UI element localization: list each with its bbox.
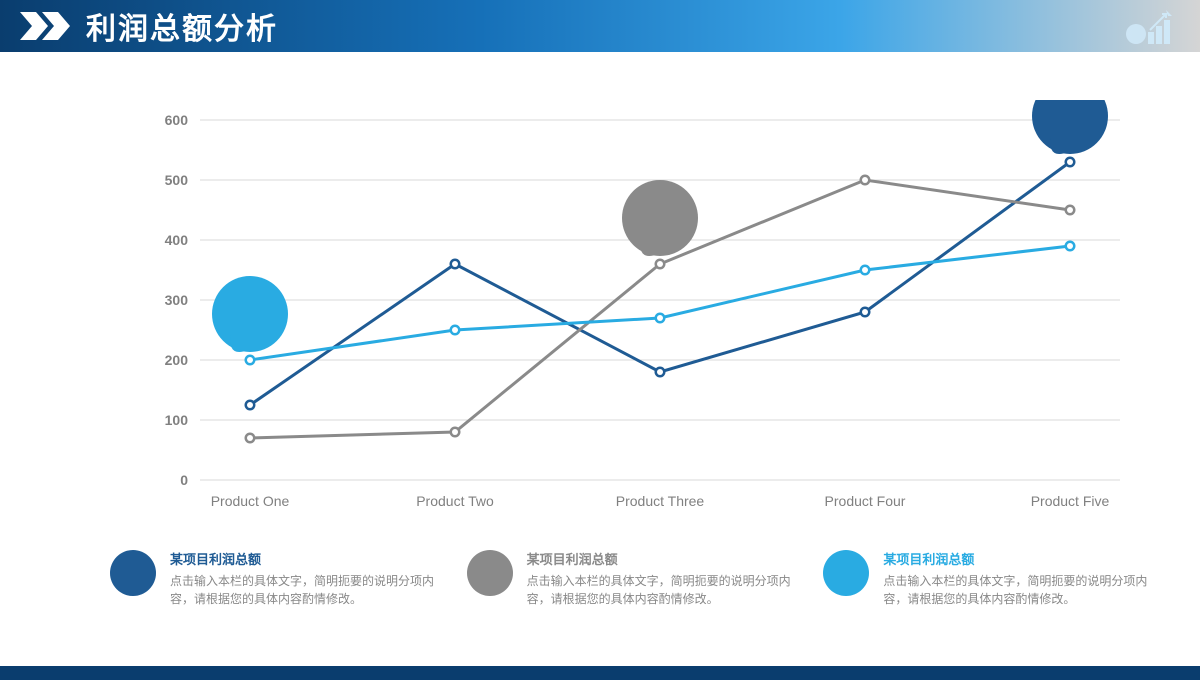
chevron-double-icon	[20, 12, 72, 40]
svg-text:600: 600	[165, 112, 189, 128]
legend-circle-icon	[110, 550, 156, 596]
legend-title: 某项目利润总额	[883, 550, 1160, 570]
legend-desc: 点击输入本栏的具体文字，简明扼要的说明分项内容，请根据您的具体内容酌情修改。	[170, 572, 447, 608]
legend-desc: 点击输入本栏的具体文字，简明扼要的说明分项内容，请根据您的具体内容酌情修改。	[527, 572, 804, 608]
svg-text:200: 200	[165, 352, 189, 368]
svg-text:100: 100	[165, 412, 189, 428]
svg-text:Product Five: Product Five	[1031, 493, 1110, 509]
legend-item: 某项目利润总额 点击输入本栏的具体文字，简明扼要的说明分项内容，请根据您的具体内…	[467, 550, 804, 608]
svg-text:400: 400	[165, 232, 189, 248]
svg-text:300: 300	[165, 292, 189, 308]
legend-title: 某项目利润总额	[527, 550, 804, 570]
svg-text:Product Two: Product Two	[416, 493, 494, 509]
legend-item: 某项目利润总额 点击输入本栏的具体文字，简明扼要的说明分项内容，请根据您的具体内…	[110, 550, 447, 608]
svg-text:Product Three: Product Three	[616, 493, 705, 509]
legend-row: 某项目利润总额 点击输入本栏的具体文字，简明扼要的说明分项内容，请根据您的具体内…	[110, 550, 1160, 608]
legend-item: 某项目利润总额 点击输入本栏的具体文字，简明扼要的说明分项内容，请根据您的具体内…	[823, 550, 1160, 608]
legend-circle-icon	[823, 550, 869, 596]
legend-title: 某项目利润总额	[170, 550, 447, 570]
line-chart: 0 100 200 300 400 500 600 Product One Product Tw…	[140, 100, 1140, 520]
legend-circle-icon	[467, 550, 513, 596]
page-title: 利润总额分析	[86, 4, 278, 48]
footer-bar	[0, 666, 1200, 680]
svg-text:Product Four: Product Four	[825, 493, 906, 509]
legend-desc: 点击输入本栏的具体文字，简明扼要的说明分项内容，请根据您的具体内容酌情修改。	[883, 572, 1160, 608]
svg-text:0: 0	[180, 472, 188, 488]
header-graphic-icon	[1122, 6, 1182, 53]
header-bar: 利润总额分析	[0, 0, 1200, 52]
svg-text:500: 500	[165, 172, 189, 188]
svg-text:Product One: Product One	[211, 493, 290, 509]
